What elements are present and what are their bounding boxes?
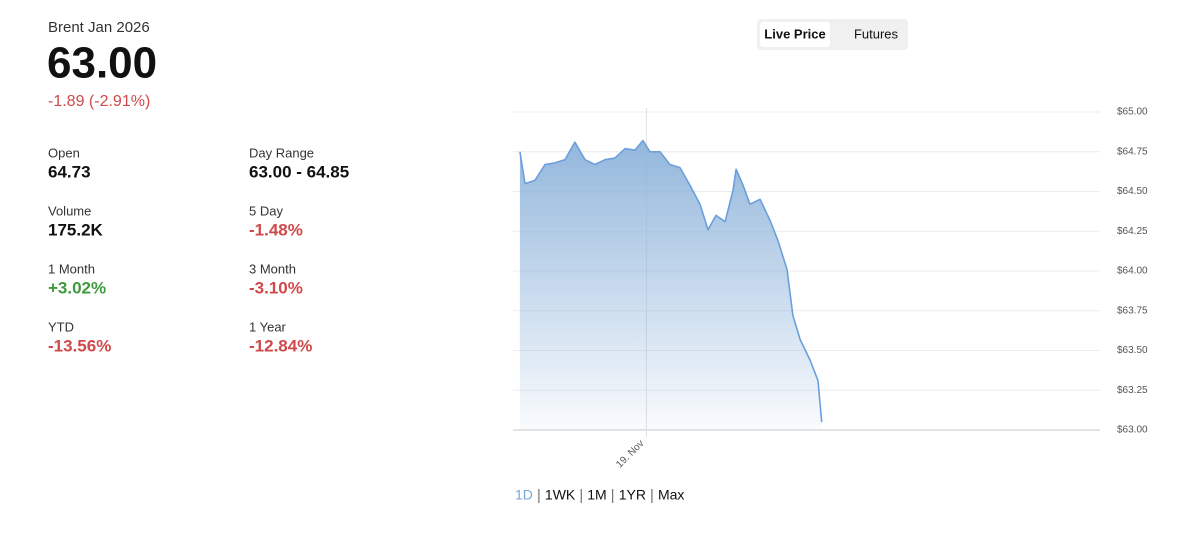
toggle-active xyxy=(760,22,830,47)
stat-label: YTD xyxy=(48,319,74,334)
y-tick-label: $63.00 xyxy=(1117,425,1148,436)
symbol: Brent Jan 2026 xyxy=(48,19,150,36)
stat-value: -1.48% xyxy=(249,220,303,239)
area xyxy=(519,140,822,430)
stat-label: Open xyxy=(48,145,80,160)
stat-value: 63.00 - 64.85 xyxy=(249,162,349,181)
y-tick-label: $64.00 xyxy=(1117,266,1148,277)
stat-value: -13.56% xyxy=(48,336,111,355)
toggle-futures[interactable]: Futures xyxy=(854,26,899,41)
stat-value: -12.84% xyxy=(249,336,312,355)
stats: Open 64.73 Day Range 63.00 - 64.85 Volume 175… xyxy=(48,145,349,355)
range-button[interactable]: 1D xyxy=(515,487,533,503)
range-button[interactable]: 1YR xyxy=(619,487,646,503)
stat-value: 64.73 xyxy=(48,162,91,181)
stat-label: Day Range xyxy=(249,145,314,160)
y-tick-label: $64.25 xyxy=(1117,226,1148,237)
stat-label: 5 Day xyxy=(249,203,283,218)
y-tick-label: $63.50 xyxy=(1117,345,1148,356)
stat-label: 3 Month xyxy=(249,261,296,276)
chart: $63.00 $63.25 $63.50 $63.75 $64.00 $64.25 $64.… xyxy=(513,107,1148,470)
stat-value: 175.2K xyxy=(48,220,104,239)
stat-label: 1 Year xyxy=(249,319,287,334)
y-tick-label: $64.50 xyxy=(1117,186,1148,197)
line xyxy=(519,139,823,423)
toggle-live[interactable]: Live Price xyxy=(764,26,825,41)
range-button[interactable]: 1M xyxy=(587,487,606,503)
y-tick-label: $64.75 xyxy=(1117,146,1148,157)
stat-value: +3.02% xyxy=(48,278,106,297)
stat-label: Volume xyxy=(48,203,91,218)
price: 63.00 xyxy=(47,39,157,88)
stat-value: -3.10% xyxy=(249,278,303,297)
range-selector: 1D 1WK 1M 1YR Max xyxy=(515,487,684,503)
stat-label: 1 Month xyxy=(48,261,95,276)
y-tick-label: $65.00 xyxy=(1117,107,1148,118)
x-tick-label: 19. Nov xyxy=(614,438,646,470)
range-button[interactable]: Max xyxy=(658,487,684,503)
y-tick-label: $63.25 xyxy=(1117,385,1148,396)
y-tick-label: $63.75 xyxy=(1117,305,1148,316)
change: -1.89 (-2.91%) xyxy=(48,93,150,110)
range-button[interactable]: 1WK xyxy=(545,487,576,503)
